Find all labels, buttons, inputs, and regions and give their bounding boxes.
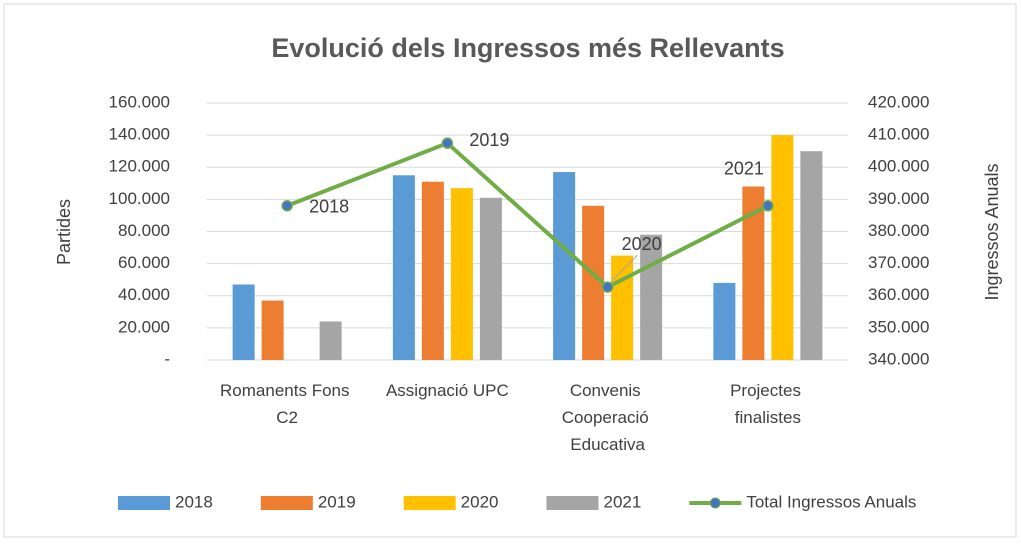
bar (582, 205, 605, 360)
legend-label: Total Ingressos Anuals (746, 492, 916, 511)
x-tick-label: Convenis Cooperació Educativa (562, 381, 654, 454)
y-axis-label: Partides (54, 199, 74, 265)
legend-swatch (118, 496, 170, 510)
y-tick-label: - (164, 349, 170, 368)
y-tick-label: 100.000 (109, 189, 170, 208)
bar (771, 135, 794, 360)
y-tick-label: 140.000 (109, 125, 170, 144)
x-tick-label: Projectes finalistes (730, 381, 806, 427)
legend-label: 2018 (175, 492, 213, 511)
bar (742, 186, 765, 360)
line-marker (441, 137, 454, 149)
bar (713, 282, 736, 360)
chart-frame (3, 3, 1017, 538)
y-tick-label: 160.000 (109, 92, 170, 111)
bar (421, 181, 444, 360)
y-tick-label: 120.000 (109, 157, 170, 176)
legend-label: 2019 (318, 492, 356, 511)
bar (319, 321, 342, 360)
y-tick-label: 60.000 (118, 253, 170, 272)
y2-axis-label: Ingressos Anuals (982, 163, 1002, 300)
line (286, 140, 769, 290)
bar (261, 300, 284, 360)
y2-tick-label: 350.000 (868, 317, 929, 336)
point-label: 2020 (622, 234, 662, 254)
legend-marker (709, 497, 721, 509)
x-tick-label: Romanents Fons C2 (220, 381, 354, 427)
y2-tick-label: 420.000 (868, 92, 929, 111)
y-tick-label: 40.000 (118, 285, 170, 304)
legend-swatch (546, 496, 599, 510)
legend-label: 2021 (603, 492, 641, 511)
leader-line (609, 254, 638, 284)
y2-tick-label: 390.000 (868, 189, 929, 208)
line-marker (281, 200, 293, 212)
y-tick-label: 20.000 (118, 317, 170, 336)
bar (450, 188, 473, 360)
y2-tick-label: 410.000 (868, 125, 929, 144)
y2-tick-label: 400.000 (868, 157, 929, 176)
line-marker (601, 281, 614, 293)
chart-title: Evolució dels Ingressos més Rellevants (271, 33, 784, 63)
y2-tick-label: 360.000 (868, 285, 929, 304)
x-tick-label: Assignació UPC (386, 381, 509, 400)
bar (479, 197, 502, 360)
y2-tick-label: 370.000 (868, 253, 929, 272)
y2-tick-label: 340.000 (868, 349, 929, 368)
bar (800, 151, 823, 360)
point-label: 2018 (309, 197, 349, 217)
legend-swatch (403, 496, 456, 510)
y-tick-label: 80.000 (118, 221, 170, 240)
bar (232, 284, 255, 360)
legend-label: 2020 (461, 492, 499, 511)
y2-tick-label: 380.000 (868, 221, 929, 240)
point-label: 2021 (724, 159, 764, 179)
line-marker (762, 200, 774, 212)
bar (392, 175, 415, 360)
bar (553, 172, 576, 360)
point-label: 2019 (469, 130, 509, 150)
legend-swatch (260, 496, 313, 510)
